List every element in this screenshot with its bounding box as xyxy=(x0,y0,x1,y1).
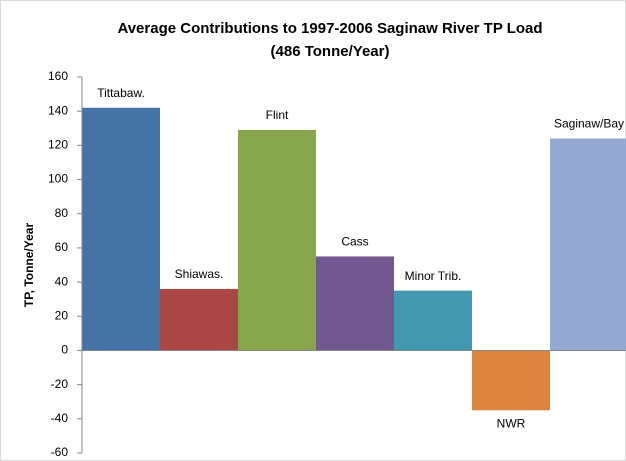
y-tick-label: 140 xyxy=(48,103,68,117)
data-label: Tittabaw. xyxy=(97,86,145,100)
data-label: Cass xyxy=(341,235,368,249)
y-tick-label: 40 xyxy=(55,274,69,288)
bar xyxy=(394,290,472,351)
chart-title: Average Contributions to 1997-2006 Sagin… xyxy=(117,20,542,37)
y-tick-label: 80 xyxy=(55,206,69,220)
y-tick-label: -40 xyxy=(51,411,69,425)
y-tick-label: 0 xyxy=(61,343,68,357)
data-label: Saginaw/Bay xyxy=(554,117,624,131)
data-label: Minor Trib. xyxy=(405,269,462,283)
chart-subtitle: (486 Tonne/Year) xyxy=(271,43,390,60)
y-tick-label: -60 xyxy=(51,445,69,459)
bar xyxy=(316,256,394,351)
bar xyxy=(160,288,238,351)
bar xyxy=(550,138,626,351)
y-tick-label: 100 xyxy=(48,172,68,186)
y-tick-label: 20 xyxy=(55,308,69,322)
y-axis-title: TP, Tonne/Year xyxy=(22,223,36,308)
y-tick-label: 60 xyxy=(55,240,69,254)
bar xyxy=(238,129,316,351)
bar xyxy=(82,107,160,351)
y-tick-label: 160 xyxy=(48,69,68,83)
data-label: NWR xyxy=(497,416,526,430)
bar xyxy=(472,350,550,411)
y-tick-label: 120 xyxy=(48,138,68,152)
data-label: Flint xyxy=(266,108,289,122)
y-tick-label: -20 xyxy=(51,377,69,391)
data-label: Shiawas. xyxy=(175,267,224,281)
